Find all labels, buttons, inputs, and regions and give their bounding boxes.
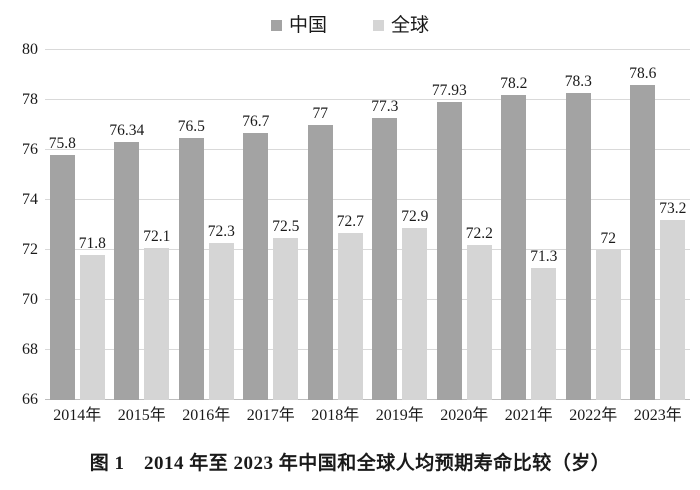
legend-label: 全球 — [391, 14, 430, 36]
gridline — [45, 99, 690, 100]
legend-item: 全球 — [373, 16, 429, 35]
x-tick-label: 2018年 — [311, 407, 360, 424]
bar — [466, 245, 492, 400]
bar-value-label: 76.5 — [177, 117, 205, 135]
x-tick-label: 2021年 — [504, 407, 553, 424]
gridline — [45, 299, 690, 300]
bar — [243, 132, 269, 400]
bar — [79, 255, 105, 400]
y-tick-label: 72 — [22, 241, 38, 258]
legend-item: 中国 — [270, 14, 327, 36]
y-tick-label: 70 — [22, 291, 38, 308]
bar-value-label: 72.7 — [336, 212, 364, 230]
bar-value-label: 72 — [600, 230, 617, 247]
y-tick-label: 80 — [22, 41, 38, 58]
gridline — [45, 399, 690, 400]
bar-value-label: 78.6 — [629, 65, 657, 82]
bar-value-label: 75.8 — [48, 135, 76, 152]
bar-value-label: 76.34 — [109, 121, 145, 139]
bar — [307, 125, 333, 400]
x-tick-label: 2014年 — [53, 407, 102, 424]
gridline — [45, 49, 690, 50]
y-tick-label: 68 — [22, 341, 38, 358]
gridline — [45, 349, 690, 350]
y-tick-label: 74 — [22, 191, 38, 208]
bar — [595, 250, 621, 400]
bar — [337, 232, 363, 400]
bar — [531, 267, 557, 400]
bar — [178, 137, 204, 400]
bar — [436, 101, 462, 400]
x-tick-label: 2020年 — [440, 407, 489, 424]
legend-swatch-icon — [270, 19, 282, 31]
x-tick-label: 2022年 — [569, 407, 618, 424]
bar — [144, 247, 170, 400]
x-tick-label: 2017年 — [246, 407, 295, 424]
bar — [208, 242, 234, 400]
bar — [565, 92, 591, 400]
bar-value-label: 77.93 — [431, 81, 467, 99]
legend-swatch-icon — [373, 19, 384, 31]
legend-label: 中国 — [288, 14, 327, 36]
bar — [114, 141, 140, 400]
bar-value-label: 72.3 — [207, 222, 235, 240]
bar-value-label: 73.2 — [659, 200, 687, 217]
bar-value-label: 72.9 — [401, 207, 429, 225]
x-tick-label: 2015年 — [117, 407, 166, 424]
bar — [660, 220, 686, 400]
y-axis: 66 68 70 72 74 76 78 80 — [0, 41, 38, 408]
gridline — [45, 249, 690, 250]
bar-value-label: 78.3 — [564, 72, 592, 90]
bar-value-label: 71.8 — [78, 235, 106, 252]
bar-value-label: 76.7 — [242, 112, 270, 130]
caption: 图 1 2014 年至 2023 年中国和全球人均预期寿命比较（岁） — [89, 453, 611, 474]
bar — [630, 85, 656, 400]
x-tick-label: 2016年 — [182, 407, 231, 424]
y-tick-label: 66 — [22, 391, 38, 408]
bar — [372, 117, 398, 400]
bar-value-label: 77.3 — [371, 97, 399, 115]
bar — [402, 227, 428, 400]
bar-value-label: 71.3 — [530, 247, 558, 265]
x-tick-label: 2023年 — [633, 407, 682, 424]
bar-value-label: 78.2 — [500, 75, 528, 92]
gridline — [45, 199, 690, 200]
gridline — [45, 149, 690, 150]
bar-value-label: 72.1 — [143, 227, 171, 245]
bar-value-label: 77 — [312, 105, 329, 122]
y-tick-label: 78 — [22, 91, 38, 108]
x-tick-label: 2019年 — [375, 407, 424, 424]
bar — [273, 237, 299, 400]
plot-area: 75.8 71.8 76.34 72.1 76.5 72.3 76.7 72.5 77 72.7 7… — [45, 49, 690, 400]
bar — [501, 95, 527, 400]
bar — [49, 155, 75, 400]
bar-value-label: 72.2 — [465, 225, 493, 242]
legend: 中国 全球 — [0, 12, 700, 38]
y-tick-label: 76 — [22, 141, 38, 158]
bar-value-label: 72.5 — [272, 217, 300, 235]
x-axis: 2014年 2015年 2016年 2017年 2018年 2019年 2020年 2021年… — [45, 406, 690, 428]
